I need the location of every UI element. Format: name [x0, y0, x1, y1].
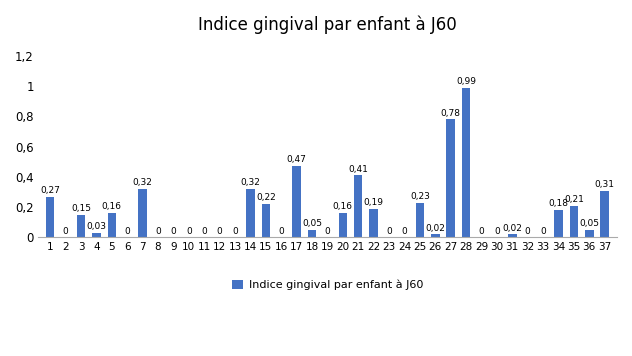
Text: 0,78: 0,78: [441, 109, 461, 117]
Bar: [246, 189, 255, 237]
Bar: [600, 190, 609, 237]
Text: 0,22: 0,22: [256, 193, 276, 202]
Text: 0,16: 0,16: [102, 203, 122, 211]
Text: 0,18: 0,18: [549, 199, 568, 208]
Bar: [138, 189, 147, 237]
Text: 0,32: 0,32: [133, 178, 152, 187]
Bar: [462, 88, 470, 237]
Text: 0: 0: [63, 227, 68, 236]
Bar: [339, 213, 347, 237]
Bar: [46, 197, 54, 237]
Text: 0: 0: [478, 227, 484, 236]
Text: 0,15: 0,15: [71, 204, 91, 213]
Text: 0,27: 0,27: [40, 186, 60, 195]
Bar: [569, 206, 578, 237]
Text: 0,03: 0,03: [87, 222, 106, 231]
Bar: [416, 203, 424, 237]
Text: 0: 0: [325, 227, 331, 236]
Text: 0: 0: [494, 227, 500, 236]
Text: 0: 0: [186, 227, 191, 236]
Text: 0: 0: [278, 227, 284, 236]
Text: 0: 0: [540, 227, 546, 236]
Text: 0: 0: [232, 227, 238, 236]
Text: 0,47: 0,47: [287, 156, 307, 164]
Text: 0,16: 0,16: [333, 203, 353, 211]
Bar: [508, 235, 516, 237]
Text: 0: 0: [217, 227, 222, 236]
Bar: [446, 119, 455, 237]
Bar: [293, 166, 301, 237]
Bar: [262, 204, 270, 237]
Text: 0,21: 0,21: [564, 195, 584, 204]
Bar: [431, 235, 439, 237]
Text: 0,05: 0,05: [580, 219, 599, 228]
Bar: [77, 215, 85, 237]
Text: 0: 0: [386, 227, 392, 236]
Text: 0,31: 0,31: [595, 180, 615, 189]
Text: 0,41: 0,41: [348, 164, 368, 174]
Bar: [554, 210, 562, 237]
Bar: [370, 209, 378, 237]
Text: 0: 0: [155, 227, 161, 236]
Bar: [585, 230, 593, 237]
Title: Indice gingival par enfant à J60: Indice gingival par enfant à J60: [198, 15, 457, 33]
Bar: [354, 176, 363, 237]
Text: 0,32: 0,32: [241, 178, 260, 187]
Bar: [92, 233, 100, 237]
Text: 0,02: 0,02: [425, 224, 445, 232]
Bar: [308, 230, 316, 237]
Text: 0: 0: [202, 227, 207, 236]
Text: 0: 0: [401, 227, 408, 236]
Text: 0,05: 0,05: [302, 219, 322, 228]
Text: 0: 0: [125, 227, 130, 236]
Text: 0,19: 0,19: [363, 198, 384, 207]
Bar: [107, 213, 116, 237]
Text: 0: 0: [525, 227, 530, 236]
Text: 0: 0: [171, 227, 176, 236]
Legend: Indice gingival par enfant à J60: Indice gingival par enfant à J60: [228, 276, 427, 295]
Text: 0,23: 0,23: [410, 192, 430, 201]
Text: 0,99: 0,99: [456, 77, 476, 86]
Text: 0,02: 0,02: [502, 224, 522, 232]
